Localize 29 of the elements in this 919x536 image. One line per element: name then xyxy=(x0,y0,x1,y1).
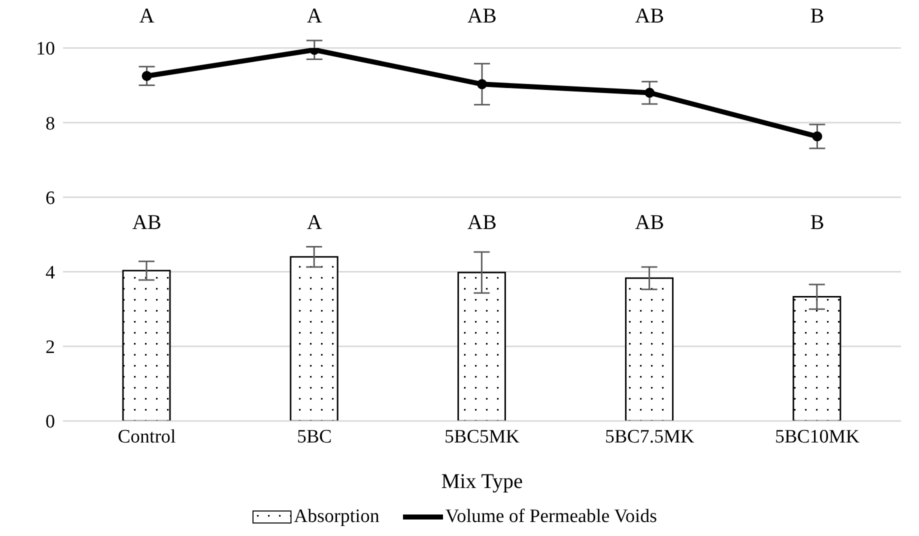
x-axis-title: Mix Type xyxy=(441,469,523,493)
y-tick-label: 8 xyxy=(46,113,55,134)
y-tick-label: 10 xyxy=(36,38,55,60)
x-tick-label: Control xyxy=(118,426,176,448)
text: B xyxy=(810,4,824,28)
y-tick-label: 4 xyxy=(46,262,56,284)
bar xyxy=(290,256,338,421)
bar xyxy=(457,272,506,421)
y-tick-label: 6 xyxy=(46,188,55,209)
text: A xyxy=(306,4,323,28)
x-tick-label: 5BC10MK xyxy=(774,426,860,448)
legend-label: Volume of Permeable Voids xyxy=(444,506,658,528)
legend-label: Absorption xyxy=(292,506,380,528)
bar xyxy=(792,296,842,421)
annotation: AB xyxy=(132,210,162,234)
y-tick-label: 2 xyxy=(46,337,55,358)
x-tick-label: 5BC xyxy=(296,426,332,448)
annotation: B xyxy=(810,210,824,234)
annotation: AB xyxy=(635,210,664,234)
annotation: A xyxy=(306,210,323,234)
annotation: AB xyxy=(467,210,497,234)
bar xyxy=(625,277,674,421)
bar xyxy=(122,270,171,421)
text: AB xyxy=(635,4,664,28)
x-tick-label: 5BC7.5MK xyxy=(604,426,694,448)
text: AB xyxy=(467,4,497,28)
x-tick-label: 5BC5MK xyxy=(444,426,520,448)
text: A xyxy=(139,4,156,28)
y-tick-label: 0 xyxy=(46,412,55,433)
